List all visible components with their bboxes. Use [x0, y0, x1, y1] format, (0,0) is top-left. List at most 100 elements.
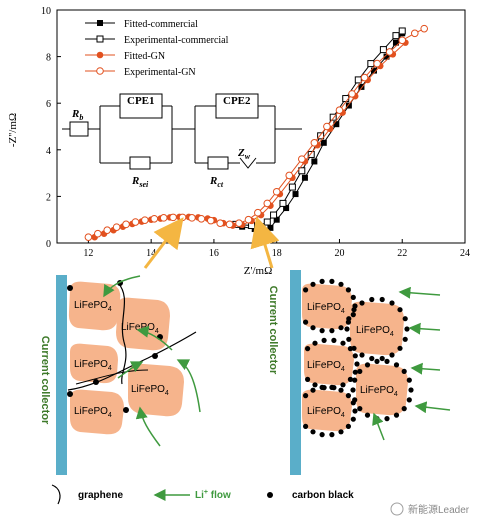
carbon-black-particle — [123, 407, 129, 413]
data-point — [323, 122, 331, 131]
carbon-black-particle — [401, 406, 407, 412]
lifepo4-particle — [350, 301, 404, 356]
data-point — [84, 233, 93, 241]
lifepo4-particle — [302, 283, 352, 330]
carbon-black-particle — [345, 287, 351, 293]
legend-marker — [97, 20, 103, 26]
x-tick-label: 20 — [334, 248, 344, 259]
cpe1-label: CPE1 — [127, 95, 155, 107]
data-point — [392, 32, 400, 40]
lifepo4-label: LiFePO4 — [74, 300, 112, 313]
carbon-black-particle — [312, 340, 318, 346]
data-point — [311, 158, 318, 165]
carbon-black-particle — [303, 287, 309, 293]
data-point — [272, 187, 281, 196]
carbon-black-particle — [319, 278, 325, 284]
carbon-black-particle — [350, 294, 356, 300]
graphene-sheet — [117, 282, 127, 385]
watermark-logo-icon — [390, 502, 404, 516]
series-layer — [84, 24, 429, 241]
carbon-black-particle — [345, 393, 351, 399]
lifepo4-particle — [304, 343, 354, 386]
data-point — [279, 199, 287, 207]
carbon-black-particle — [357, 406, 363, 412]
li-flow-arrow — [410, 362, 441, 375]
carbon-black-particle — [312, 382, 318, 388]
data-point — [310, 139, 319, 147]
carbon-black-particle — [351, 307, 357, 313]
data-point — [420, 24, 429, 33]
carbon-black-particle — [402, 316, 408, 322]
x-tick-label: 22 — [397, 248, 407, 259]
carbon-black-particle — [340, 340, 346, 346]
data-point — [216, 219, 224, 227]
carbon-black-particle — [329, 432, 335, 438]
carbon-black-particle — [350, 416, 356, 422]
data-point — [335, 106, 344, 114]
lifepo4-label: LiFePO4 — [131, 384, 169, 397]
y-tick-label: 6 — [46, 99, 51, 110]
data-point — [383, 53, 390, 60]
carbon-black-particle — [319, 328, 325, 334]
y-tick-label: 0 — [46, 239, 51, 250]
carbon-black-particle — [359, 300, 365, 306]
carbon-black-particle — [303, 319, 309, 325]
carbon-black-particle — [404, 326, 410, 332]
data-point — [348, 90, 356, 98]
data-point — [159, 214, 168, 222]
lifepo4-particle — [302, 389, 352, 432]
data-point — [301, 174, 308, 181]
data-point — [360, 73, 369, 82]
rsei-label: Rsei — [131, 175, 149, 189]
carbon-black-particle — [350, 387, 356, 393]
data-point — [329, 113, 337, 121]
carbon-black-particle — [329, 328, 335, 334]
carbon-black-legend-label: carbon black — [292, 490, 354, 501]
data-point — [298, 155, 306, 163]
carbon-black-particle — [152, 353, 158, 359]
carbon-black-particle — [319, 432, 325, 438]
series-experimental-gn — [84, 24, 429, 241]
carbon-black-particle — [310, 387, 316, 393]
li-flow-arrow — [103, 275, 141, 298]
data-point — [385, 48, 394, 56]
rct-label: Rct — [209, 175, 224, 189]
data-point — [298, 167, 306, 175]
carbon-black-particle — [354, 361, 360, 367]
series-experimental-commercial — [232, 27, 406, 231]
li-flow-arrow — [398, 286, 441, 299]
x-tick-label: 18 — [272, 248, 282, 259]
data-point — [320, 139, 327, 146]
carbon-black-particle — [384, 416, 390, 422]
carbon-black-particle — [402, 336, 408, 342]
carbon-black-particle — [347, 376, 353, 382]
carbon-black-particle — [338, 387, 344, 393]
carbon-black-particle — [352, 353, 358, 359]
data-point — [235, 219, 243, 227]
y-tick-label: 10 — [41, 6, 51, 17]
carbon-black-particle — [352, 377, 358, 383]
carbon-black-particle — [350, 400, 356, 406]
carbon-black-particle — [393, 362, 400, 368]
carbon-black-particle — [310, 429, 316, 435]
data-point — [254, 208, 262, 217]
carbon-black-particle — [393, 412, 400, 418]
data-point — [358, 83, 365, 90]
carbon-black-particle — [408, 387, 414, 393]
current-collector-label: Current collector — [39, 336, 51, 425]
x-axis-label: Z'/mΩ — [244, 265, 273, 277]
carbon-black-particle — [369, 355, 375, 362]
data-point — [317, 132, 325, 140]
x-tick-label: 16 — [209, 248, 219, 259]
current-collector-bar — [290, 270, 301, 475]
lifepo4-particle — [70, 389, 124, 435]
data-point — [379, 46, 387, 54]
lifepo4-particle — [128, 363, 184, 417]
data-point — [225, 220, 234, 229]
chart-legend: Fitted-commercial Experimental-commercial… — [85, 19, 229, 78]
data-point — [244, 215, 253, 224]
graphene-sheet — [67, 331, 197, 391]
carbon-black-particle — [340, 382, 346, 388]
warburg-element — [239, 157, 257, 169]
